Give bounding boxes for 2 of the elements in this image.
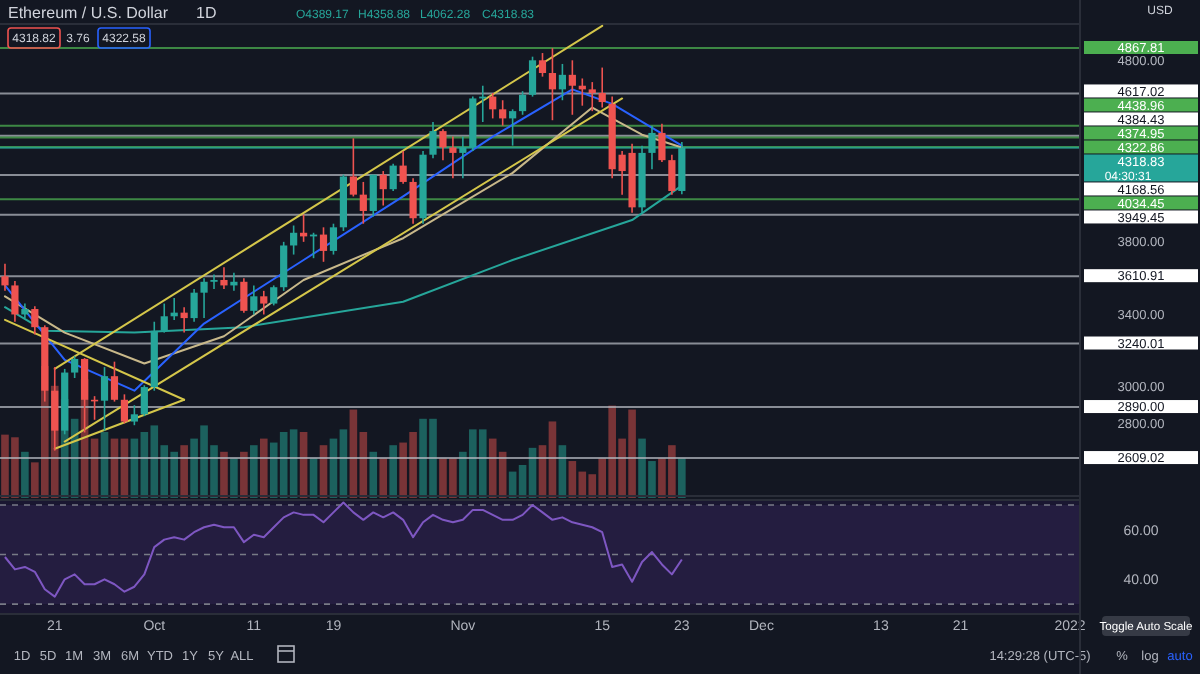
chart-title: Ethereum / U.S. Dollar <box>8 4 169 22</box>
chart-subtitle: 1D <box>196 4 217 22</box>
